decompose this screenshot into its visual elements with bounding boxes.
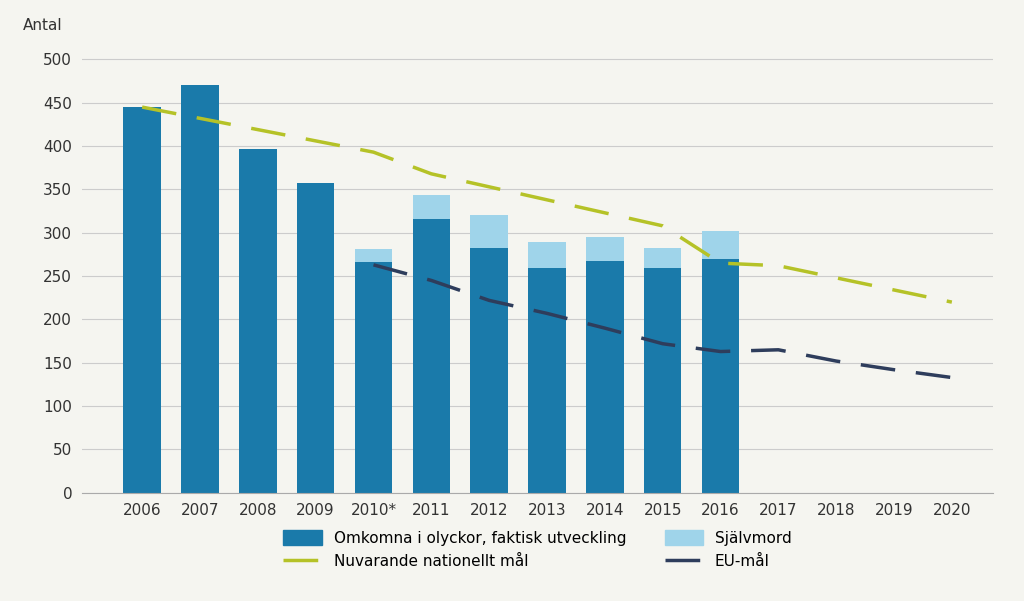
Bar	[354, 249, 392, 262]
Bar	[239, 148, 276, 493]
Bar	[644, 248, 681, 268]
Bar	[181, 85, 219, 493]
Bar	[413, 195, 451, 219]
Bar	[354, 262, 392, 493]
Bar	[470, 215, 508, 248]
Bar	[586, 237, 624, 260]
Bar	[586, 260, 624, 493]
Bar	[470, 248, 508, 493]
Bar	[123, 107, 161, 493]
Bar	[701, 231, 739, 259]
Bar	[528, 242, 566, 268]
Bar	[701, 259, 739, 493]
Text: Antal: Antal	[23, 18, 62, 33]
Bar	[297, 183, 335, 493]
Bar	[528, 268, 566, 493]
Bar	[644, 268, 681, 493]
Legend: Omkomna i olyckor, faktisk utveckling, Nuvarande nationellt mål, Självmord, EU-m: Omkomna i olyckor, faktisk utveckling, N…	[278, 523, 798, 575]
Bar	[413, 219, 451, 493]
